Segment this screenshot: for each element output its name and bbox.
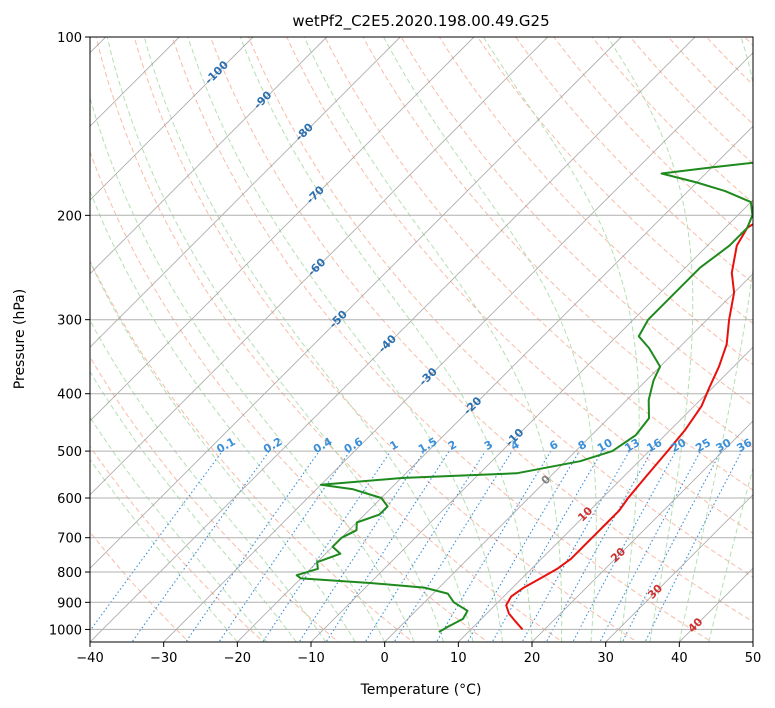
moist-adiabat: [678, 37, 753, 642]
moist-adiabat: [90, 416, 268, 642]
isotherm-line: [90, 37, 549, 496]
dry-adiabat: [324, 37, 753, 491]
x-tick-label: 0: [381, 651, 389, 666]
profile-series: [295, 161, 753, 633]
x-tick-label: −20: [224, 651, 251, 666]
moist-adiabat: [90, 319, 327, 642]
y-tick-label: 900: [57, 596, 82, 611]
isotherm-line: [163, 52, 753, 642]
y-tick-label: 700: [57, 532, 82, 547]
chart-title: wetPf2_C2E5.2020.198.00.49.G25: [292, 12, 549, 31]
isotherm-line: [310, 199, 753, 642]
moist-adiabat: [90, 189, 386, 642]
dry-adiabat: [286, 37, 753, 534]
x-axis-label: Temperature (°C): [360, 682, 482, 698]
mixing-ratio-line: [325, 450, 450, 642]
mixing-ratio-line: [90, 450, 223, 632]
y-axis-label: Pressure (hPa): [12, 289, 28, 389]
x-axis-ticks: −40 −30 −20 −10 0 10 20 30 40 50: [76, 642, 761, 666]
moist-adiabat: [303, 37, 563, 642]
moist-adiabat: [187, 37, 503, 642]
isotherm-line: [90, 37, 622, 569]
pressure-gridlines: [90, 37, 753, 630]
mixing-ratio-line: [599, 450, 701, 642]
dewpoint-series-line: [295, 161, 753, 633]
temperature-series-line: [505, 223, 753, 631]
y-tick-label: 800: [57, 566, 82, 581]
isotherm-line: [384, 273, 753, 642]
y-tick-label: 400: [57, 388, 82, 403]
mixing-ratio-line: [131, 450, 270, 642]
y-tick-label: 100: [57, 31, 82, 46]
mixing-ratio-line: [364, 450, 486, 642]
x-tick-label: −10: [297, 651, 324, 666]
background-lines: [90, 37, 753, 642]
mixing-ratio-line: [185, 450, 320, 642]
mixing-ratio-line: [218, 450, 351, 642]
y-tick-label: 600: [57, 492, 82, 507]
moist-adiabat: [708, 466, 753, 642]
x-tick-label: 30: [597, 651, 614, 666]
isotherm-line: [531, 420, 753, 642]
moist-adiabat: [607, 37, 694, 642]
y-tick-label: 500: [57, 445, 82, 460]
plot-frame: [89, 36, 754, 643]
isotherm-line: [90, 37, 401, 348]
moist-adiabat: [90, 260, 356, 642]
mixing-ratio-line: [466, 450, 580, 642]
x-tick-label: −30: [150, 651, 177, 666]
dry-adiabat: [90, 150, 489, 642]
mixing-ratio-line: [621, 450, 722, 642]
y-tick-label: 200: [57, 209, 82, 224]
x-tick-label: −40: [76, 651, 103, 666]
dry-adiabat: [438, 37, 753, 366]
mixing-ratio-line: [393, 450, 513, 642]
isotherm-line: [605, 494, 753, 642]
y-tick-label: 1000: [49, 623, 82, 638]
moist-adiabat: [90, 458, 238, 642]
moist-adiabat: [239, 37, 533, 642]
isotherm-line: [90, 37, 696, 642]
isotherm-line: [90, 37, 328, 275]
dry-adiabat: [248, 37, 753, 578]
moist-adiabat: [143, 37, 474, 642]
mixing-ratio-line: [262, 450, 392, 642]
mixing-ratio-line: [572, 450, 677, 642]
y-tick-label: 300: [57, 314, 82, 329]
x-tick-label: 20: [524, 651, 541, 666]
moist-adiabat: [106, 37, 445, 642]
y-axis-ticks: 1000 900 800 700 600 500 400 300 200 100: [49, 31, 90, 638]
isotherm-line: [457, 346, 753, 642]
dry-adiabat: [362, 37, 753, 449]
isotherm-line: [90, 37, 254, 201]
moist-adiabat: [383, 37, 597, 642]
x-tick-label: 10: [450, 651, 467, 666]
x-tick-label: 50: [745, 651, 762, 666]
mixing-ratio-line: [298, 450, 425, 642]
isotherm-line: [90, 37, 475, 422]
dry-adiabat: [171, 37, 713, 642]
x-tick-label: 40: [671, 651, 688, 666]
